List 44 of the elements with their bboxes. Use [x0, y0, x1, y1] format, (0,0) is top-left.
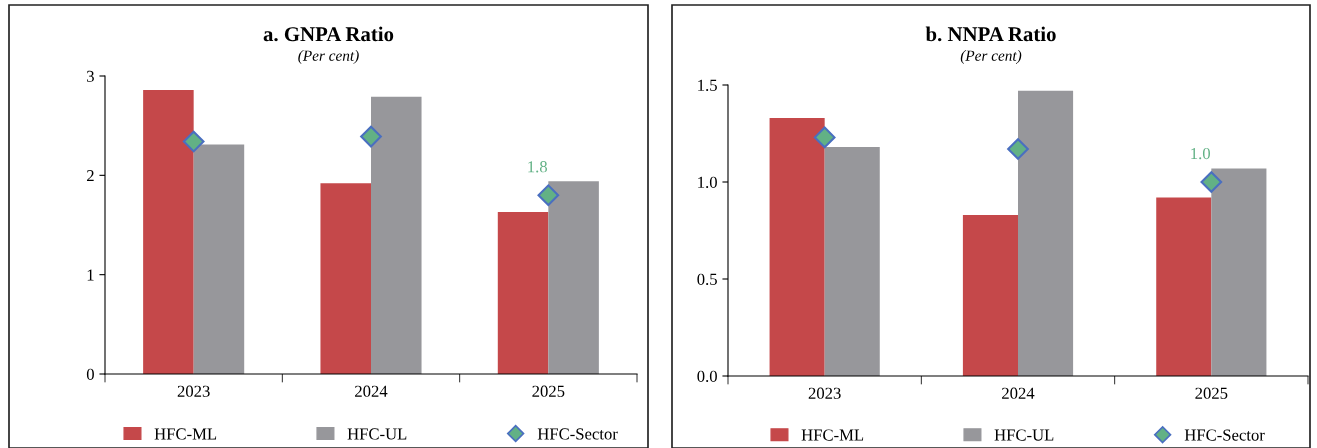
point — [360, 125, 382, 148]
x-tick-label: 2024 — [355, 385, 388, 397]
data-label: 1.8 — [528, 161, 547, 173]
x-tick-label: 2025 — [532, 385, 565, 397]
bar — [548, 181, 599, 374]
y-tick-label: 1.0 — [698, 176, 717, 189]
y-tick-label: 3 — [87, 70, 94, 82]
x-tick-label: 2023 — [177, 385, 210, 397]
y-tick-label: 0.5 — [697, 273, 717, 286]
bar — [1156, 197, 1212, 376]
point — [1007, 138, 1029, 160]
chart-title: b. NNPA Ratio — [925, 26, 1056, 42]
bar — [497, 212, 549, 374]
x-tick-label: 2024 — [1002, 387, 1035, 399]
bar — [371, 96, 422, 374]
chart-title: a. GNPA Ratio — [263, 26, 394, 42]
point — [1200, 171, 1223, 193]
point — [182, 130, 205, 153]
chart-subtitle: (Per cent) — [960, 50, 1022, 64]
bar — [193, 144, 245, 374]
legend-label: HFC-Sector — [537, 428, 618, 440]
bar — [769, 117, 825, 376]
y-tick-label: 2 — [86, 170, 94, 182]
point — [813, 126, 836, 149]
bar — [143, 89, 194, 374]
chart-subtitle: (Per cent) — [298, 50, 359, 64]
data-label: 1.0 — [1191, 147, 1210, 160]
bar — [1018, 90, 1074, 376]
y-tick-label: 0.0 — [697, 370, 717, 383]
point — [537, 184, 560, 207]
bar — [320, 183, 371, 374]
bar — [824, 147, 880, 376]
y-tick-label: 1 — [87, 269, 94, 281]
y-tick-label: 1.5 — [698, 79, 717, 92]
y-tick-label: 0 — [86, 368, 94, 380]
x-tick-label: 2023 — [808, 387, 841, 399]
legend-label: HFC-ML — [154, 428, 217, 440]
bar — [962, 214, 1018, 376]
legend-label: HFC-ML — [801, 429, 864, 441]
legend-label: HFC-UL — [994, 429, 1054, 441]
legend-label: HFC-Sector — [1184, 429, 1265, 441]
x-tick-label: 2025 — [1195, 387, 1228, 399]
bar — [1211, 168, 1267, 376]
legend-label: HFC-UL — [347, 428, 407, 440]
